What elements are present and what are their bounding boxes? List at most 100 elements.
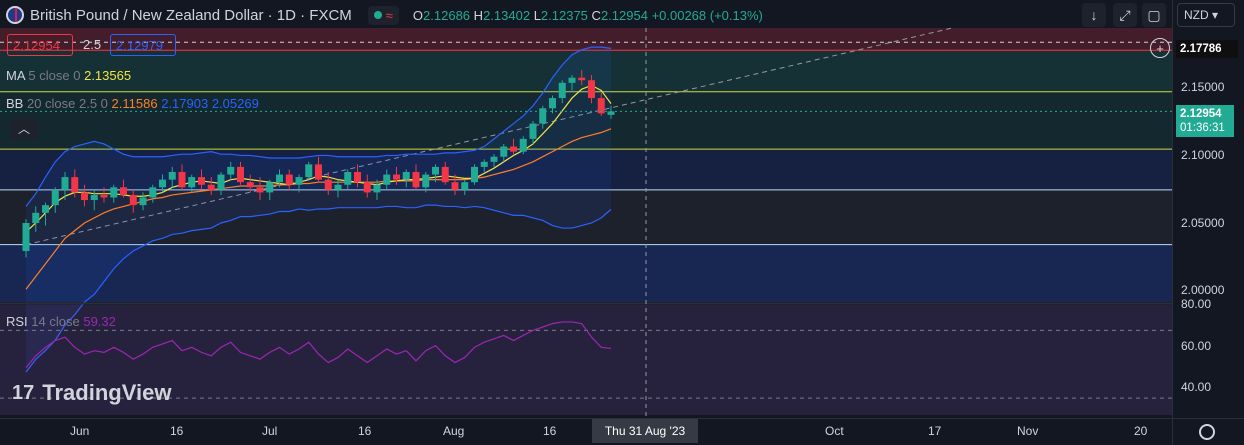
candle-body — [305, 164, 313, 178]
candle-body — [227, 166, 235, 175]
zone-band — [0, 149, 1172, 190]
rsi-legend[interactable]: RSI 14 close 59.32 — [6, 314, 116, 329]
sell-button[interactable]: 2.12954 — [7, 34, 73, 56]
candle-body — [510, 146, 517, 152]
candle-body — [207, 184, 215, 190]
candle-body — [422, 174, 430, 188]
candle-body — [383, 174, 391, 185]
high-price-label: 2.17786 — [1176, 40, 1238, 58]
time-tick: Jun — [70, 424, 90, 438]
last-price-tag: 2.12954 01:36:31 — [1176, 105, 1234, 137]
candle-body — [451, 182, 459, 190]
rsi-tick: 60.00 — [1181, 339, 1212, 353]
candle-body — [432, 166, 439, 175]
candle-body — [178, 172, 186, 188]
symbol-title[interactable]: British Pound / New Zealand Dollar · 1D … — [30, 6, 352, 24]
price-tick: 2.05000 — [1181, 216, 1225, 230]
candle-body — [500, 146, 508, 157]
gbp-nzd-flag-icon — [6, 6, 24, 24]
trend-line — [25, 27, 953, 246]
candle-body — [149, 187, 157, 198]
price-tick: 2.10000 — [1181, 148, 1225, 162]
time-tick: 16 — [170, 424, 184, 438]
candle-body — [393, 174, 400, 180]
candle-body — [285, 174, 293, 185]
candle-body — [71, 177, 79, 193]
candle-body — [441, 166, 449, 183]
candle-body — [334, 184, 342, 190]
candle-body — [412, 172, 420, 188]
candle-body — [529, 123, 537, 139]
candle-body — [168, 172, 176, 180]
candle-body — [568, 77, 576, 83]
ma-legend[interactable]: MA 5 close 0 2.13565 — [6, 68, 132, 83]
candle-body — [315, 164, 322, 180]
time-tick: 17 — [928, 424, 942, 438]
tradingview-logo-icon: 17 — [12, 381, 35, 404]
candle-body — [471, 166, 478, 183]
rsi-tick: 40.00 — [1181, 380, 1212, 394]
candle-body — [246, 182, 254, 188]
time-tick: Jul — [262, 424, 278, 438]
candle-body — [558, 82, 566, 99]
candle-body — [61, 177, 69, 190]
bb-upper-line — [25, 46, 612, 207]
ohlc-readout: O2.12686 H2.13402 L2.12375 C2.12954 +0.0… — [412, 7, 763, 23]
wave-icon: ≈ — [385, 7, 393, 23]
candle-body — [81, 192, 88, 201]
candle-body — [607, 111, 615, 115]
candle-body — [539, 108, 547, 124]
candle-body — [198, 177, 205, 185]
time-tick: 20 — [1134, 424, 1148, 438]
candle-body — [402, 172, 410, 180]
currency-select[interactable]: NZD ▾ — [1177, 3, 1235, 27]
candle-body — [266, 182, 274, 193]
candle-body — [295, 177, 303, 185]
candle-body — [188, 177, 196, 188]
buy-button[interactable]: 2.12979 — [110, 34, 176, 56]
candle-body — [42, 205, 49, 213]
zone-band — [0, 50, 1172, 92]
rsi-tick: 80.00 — [1181, 297, 1212, 311]
candle-body — [276, 174, 283, 183]
add-alert-plus-icon[interactable]: + — [1150, 38, 1170, 58]
candle-body — [100, 194, 108, 198]
candle-body — [237, 166, 244, 183]
time-tick: Aug — [443, 424, 465, 438]
time-tick: Nov — [1017, 424, 1039, 438]
market-open-dot-icon — [373, 11, 382, 19]
price-tick: 2.00000 — [1181, 283, 1225, 297]
collapse-legend-button[interactable]: ︿ — [10, 119, 38, 139]
candle-body — [354, 172, 361, 183]
candle-body — [519, 138, 527, 152]
time-tick: 16 — [358, 424, 372, 438]
zone-band — [0, 189, 1172, 245]
candle-body — [597, 98, 605, 114]
tradingview-logo[interactable]: 17 TradingView — [12, 380, 172, 405]
download-icon[interactable]: ↓ — [1082, 3, 1106, 27]
screenshot-icon[interactable]: ▢ — [1142, 3, 1166, 27]
crosshair-date-label: Thu 31 Aug '23 — [592, 419, 698, 443]
candle-body — [578, 77, 586, 81]
candle-body — [22, 222, 30, 252]
candle-body — [373, 184, 381, 193]
bb-legend[interactable]: BB 20 close 2.5 0 2.11586 2.17903 2.0526… — [6, 96, 259, 111]
bb-lower-line — [25, 204, 612, 373]
rsi-pane — [0, 305, 1172, 415]
candle-body — [129, 194, 137, 206]
candle-body — [139, 197, 147, 206]
candle-body — [51, 189, 59, 206]
settings-gear-icon[interactable] — [1199, 424, 1215, 440]
rsi-line — [25, 321, 612, 368]
fullscreen-icon[interactable]: ⤢ — [1113, 3, 1137, 27]
chevron-down-icon: ▾ — [1212, 8, 1219, 22]
candle-body — [324, 179, 332, 190]
market-status[interactable]: ≈ — [367, 5, 399, 25]
price-tick: 2.15000 — [1181, 80, 1225, 94]
zone-band — [0, 91, 1172, 150]
candle-body — [90, 194, 98, 201]
candle-body — [461, 182, 469, 190]
time-tick: Oct — [825, 424, 844, 438]
candle-body — [110, 187, 118, 198]
